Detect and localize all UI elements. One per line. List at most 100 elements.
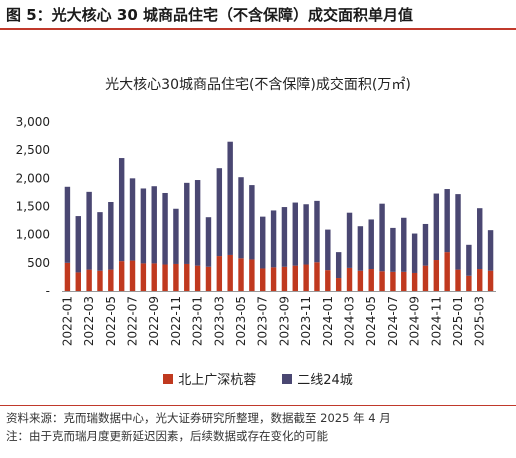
bar-core-cities [466,275,472,291]
bar-core-cities [346,267,353,291]
x-tick-label: 2024-09 [408,296,422,346]
bar-core-cities [151,263,157,291]
bar-second-tier [466,244,472,276]
bar-core-cities [238,258,244,291]
x-tick-label: 2022-01 [60,296,74,346]
bar-second-tier [173,208,179,264]
x-tick-label: 2023-05 [234,296,248,346]
bar-second-tier [205,217,212,267]
bar-core-cities [270,267,277,291]
bar-core-cities [118,261,125,291]
bar-core-cities [86,269,92,291]
bar-second-tier [422,223,429,266]
bar-core-cities [227,254,233,291]
bar-second-tier [325,229,331,271]
footnote: 注：由于克而瑞月度更新延迟因素，后续数据或存在变化的可能 [6,429,328,443]
x-tick-label: 2022-11 [169,296,183,346]
bar-second-tier [64,186,71,263]
bar-core-cities [357,270,364,291]
x-tick-label: 2022-07 [126,296,140,346]
bar-core-cities [455,269,461,291]
bar-core-cities [411,272,418,291]
bar-core-cities [173,263,179,291]
bar-core-cities [368,269,374,291]
y-tick-label: 2,500 [16,143,50,157]
bar-core-cities [260,268,266,291]
bar-second-tier [477,208,483,270]
x-tick-label: 2024-03 [343,296,357,346]
x-tick-label: 2022-09 [147,296,161,346]
bar-core-cities [292,265,298,291]
legend: 北上广深杭蓉 二线24城 [0,369,516,388]
bar-second-tier [227,141,233,255]
bar-second-tier [487,230,494,271]
bar-second-tier [455,194,461,270]
bar-second-tier [260,216,266,269]
bar-core-cities [216,256,223,291]
y-axis: - 500 1,000 1,500 2,000 2,500 3,000 [16,115,50,298]
bar-core-cities [477,269,483,291]
legend-label-second-tier: 二线24城 [297,373,353,388]
bar-second-tier [97,212,103,271]
bar-second-tier [379,203,385,272]
x-tick-label: 2024-01 [321,296,335,346]
bar-core-cities [64,262,71,291]
bar-second-tier [281,207,288,267]
x-tick-label: 2023-11 [299,296,313,346]
bar-second-tier [303,204,309,265]
bar-core-cities [281,266,288,291]
bar-second-tier [129,178,136,261]
footer-divider [0,405,516,406]
bar-second-tier [75,216,81,273]
bar-core-cities [487,270,494,291]
bar-second-tier [444,189,450,253]
bar-core-cities [75,272,81,291]
bar-second-tier [270,210,277,268]
x-tick-label: 2022-03 [82,296,96,346]
legend-swatch-core-cities [163,373,174,384]
bar-second-tier [86,191,92,270]
bar-core-cities [194,265,201,291]
legend-item-core-cities: 北上广深杭蓉 [163,369,256,388]
bar-core-cities [390,271,396,291]
bar-second-tier [368,219,374,270]
bar-core-cities [129,260,136,291]
y-tick-label: 500 [27,256,50,270]
bar-second-tier [335,252,342,279]
bar-second-tier [238,177,244,259]
bar-second-tier [292,202,298,266]
bar-second-tier [346,212,353,268]
bar-core-cities [140,263,147,291]
bar-second-tier [411,233,418,273]
bar-core-cities [184,263,190,291]
y-tick-label: 1,000 [16,228,50,242]
bar-second-tier [401,217,407,272]
figure-title: 图 5：光大核心 30 城商品住宅（不含保障）成交面积单月值 [6,6,413,24]
x-tick-label: 2024-05 [364,296,378,346]
bar-core-cities [97,270,103,291]
y-tick-label: 2,000 [16,171,50,185]
legend-swatch-second-tier [282,373,293,384]
bar-second-tier [249,185,255,260]
bar-second-tier [108,201,114,270]
x-tick-label: 2024-11 [429,296,443,346]
chart-title: 光大核心30城商品住宅(不含保障)成交面积(万㎡) [105,77,411,93]
x-axis: 2022-01 2022-03 2022-05 2022-07 2022-09 2022-… [60,291,496,346]
bar-core-cities [314,262,320,291]
bar-core-cities [379,271,385,291]
bar-core-cities [422,265,429,291]
source-note: 资料来源：克而瑞数据中心，光大证券研究所整理，数据截至 2025 年 4 月 [6,411,391,425]
x-tick-label: 2023-07 [256,296,270,346]
bar-second-tier [433,193,440,261]
bar-second-tier [140,188,147,264]
bar-core-cities [401,271,407,291]
bar-core-cities [205,266,212,291]
legend-item-second-tier: 二线24城 [282,369,353,388]
title-divider [0,28,516,30]
bar-core-cities [433,260,440,291]
bar-second-tier [184,182,190,264]
bar-second-tier [151,186,157,264]
x-tick-label: 2025-01 [451,296,465,346]
x-tick-label: 2023-03 [212,296,226,346]
